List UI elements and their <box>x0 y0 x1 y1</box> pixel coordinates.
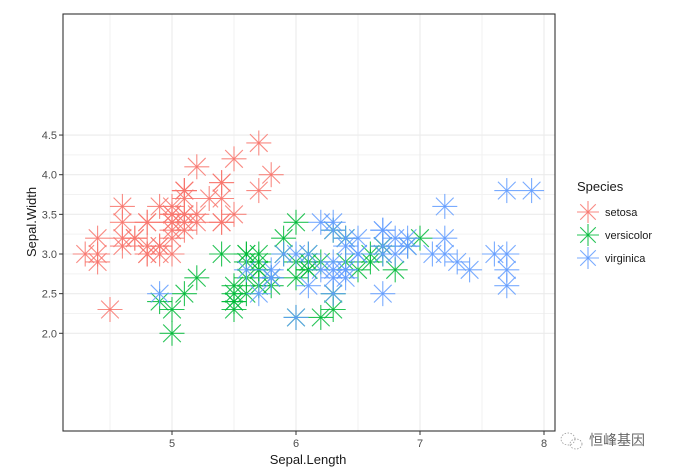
asterisk-marker <box>345 241 371 267</box>
x-tick-label: 6 <box>293 438 299 450</box>
asterisk-marker <box>432 241 458 267</box>
legend-item-setosa: setosa <box>577 201 638 223</box>
legend-label: setosa <box>605 207 638 219</box>
legend-label: versicolor <box>605 230 652 242</box>
asterisk-marker <box>295 273 321 299</box>
asterisk-marker <box>246 281 272 307</box>
asterisk-marker <box>382 225 408 251</box>
series-virginica <box>147 178 545 330</box>
asterisk-marker <box>85 225 111 251</box>
asterisk-marker <box>147 233 173 259</box>
asterisk-marker <box>209 241 235 267</box>
series-setosa <box>72 130 284 323</box>
y-tick-label: 3.5 <box>42 209 57 221</box>
asterisk-marker <box>577 201 599 223</box>
asterisk-marker <box>184 265 210 291</box>
asterisk-marker <box>494 241 520 267</box>
asterisk-marker <box>221 273 247 299</box>
y-tick-label: 2.5 <box>42 289 57 301</box>
asterisk-marker <box>221 201 247 227</box>
asterisk-marker <box>457 257 483 283</box>
asterisk-marker <box>134 241 160 267</box>
asterisk-marker <box>258 162 284 188</box>
y-tick-label: 2.0 <box>42 328 57 340</box>
asterisk-marker <box>246 178 272 204</box>
asterisk-marker <box>159 297 185 323</box>
asterisk-marker <box>209 170 235 196</box>
asterisk-marker <box>320 281 346 307</box>
asterisk-marker <box>159 217 185 243</box>
asterisk-marker <box>271 241 297 267</box>
asterisk-marker <box>221 146 247 172</box>
asterisk-marker <box>333 233 359 259</box>
asterisk-marker <box>519 178 545 204</box>
asterisk-marker <box>233 257 259 283</box>
legend-item-versicolor: versicolor <box>577 224 652 246</box>
asterisk-marker <box>370 217 396 243</box>
asterisk-marker <box>171 209 197 235</box>
asterisk-marker <box>184 154 210 180</box>
x-tick-label: 7 <box>417 438 423 450</box>
y-tick-label: 4.0 <box>42 170 57 182</box>
asterisk-marker <box>109 193 135 219</box>
asterisk-marker <box>370 281 396 307</box>
asterisk-marker <box>577 247 599 269</box>
asterisk-marker <box>209 209 235 235</box>
asterisk-marker <box>308 304 334 330</box>
asterisk-marker <box>159 320 185 346</box>
asterisk-marker <box>171 281 197 307</box>
watermark-text: 恒峰基因 <box>589 432 645 449</box>
asterisk-marker <box>494 178 520 204</box>
data-points <box>72 130 545 346</box>
asterisk-marker <box>171 178 197 204</box>
asterisk-marker <box>432 193 458 219</box>
asterisk-marker <box>109 225 135 251</box>
asterisk-marker <box>258 265 284 291</box>
x-axis-title: Sepal.Length <box>270 452 347 467</box>
asterisk-marker <box>283 265 309 291</box>
asterisk-marker <box>147 281 173 307</box>
asterisk-marker <box>577 224 599 246</box>
asterisk-marker <box>283 304 309 330</box>
x-tick-label: 8 <box>541 438 547 450</box>
y-tick-label: 3.0 <box>42 249 57 261</box>
asterisk-marker <box>196 185 222 211</box>
legend-title: Species <box>577 179 624 194</box>
asterisk-marker <box>444 249 470 275</box>
legend-label: virginica <box>605 253 646 265</box>
x-tick-label: 5 <box>169 438 175 450</box>
asterisk-marker <box>246 130 272 156</box>
legend-item-virginica: virginica <box>577 247 646 269</box>
y-axis-title: Sepal.Width <box>24 187 39 257</box>
asterisk-marker <box>395 233 421 259</box>
asterisk-marker <box>134 209 160 235</box>
asterisk-marker <box>283 209 309 235</box>
legend: Species setosa versicolor virginica <box>577 179 652 269</box>
y-axis-ticks: 2.0 2.5 3.0 3.5 4.0 4.5 <box>42 130 63 340</box>
asterisk-marker <box>320 257 346 283</box>
asterisk-marker <box>370 241 396 267</box>
asterisk-marker <box>97 297 123 323</box>
asterisk-marker <box>320 297 346 323</box>
watermark: 恒峰基因 <box>560 432 645 450</box>
y-tick-label: 4.5 <box>42 130 57 142</box>
asterisk-marker <box>147 193 173 219</box>
x-axis-ticks: 5 6 7 8 <box>169 431 547 450</box>
asterisk-marker <box>308 209 334 235</box>
wechat-icon <box>560 432 583 450</box>
plot-border <box>62 13 556 432</box>
